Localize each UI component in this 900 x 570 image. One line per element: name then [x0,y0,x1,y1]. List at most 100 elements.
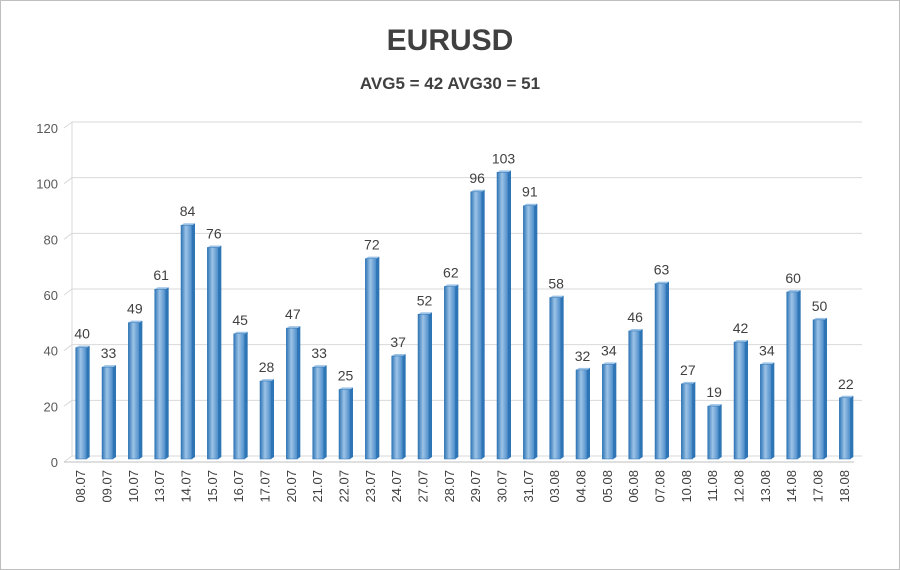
bar [523,205,535,460]
gridline-diag [63,399,73,407]
bar [207,247,219,460]
chart-title: EURUSD [386,24,514,57]
axes: 0 20 40 60 80 100 120 08.07 09.07 10.07 13.07 14.07… [36,121,854,503]
bar-side [350,387,353,459]
x-tick-label: 14.08 [784,470,799,503]
data-label: 28 [259,359,275,375]
bar-side [113,365,116,459]
bar-side [376,256,380,459]
x-tick-label: 12.08 [732,470,747,503]
data-label: 60 [785,270,801,286]
bar-top [286,326,301,329]
bar-top [681,381,696,384]
data-label: 40 [74,326,90,342]
bar-side [771,362,775,459]
bar-side [218,245,222,459]
data-label: 58 [548,276,564,292]
bar-side [455,284,459,459]
bar-side [560,295,564,459]
bar-side [139,320,143,459]
bar-side [165,287,169,459]
gridlines [63,121,862,463]
bar-top [102,365,116,368]
x-tick-label: 28.07 [442,470,457,503]
bar [444,286,456,460]
bar [470,191,482,460]
data-label: 45 [232,312,248,328]
x-tick-label: 22.07 [337,470,352,503]
bar-side [192,223,195,459]
data-labels: 40 33 49 61 84 76 45 28 47 33 25 72 37 52 62 96 103 91 58 3… [74,150,853,400]
bar-top [760,362,775,365]
bar-top [707,404,722,407]
data-label: 50 [812,298,828,314]
bar-top [655,281,669,284]
data-label: 32 [575,348,591,364]
data-label: 62 [443,264,459,280]
gridline-diag [63,344,73,352]
data-label: 96 [469,170,485,186]
bar-top [497,170,511,173]
bar-side [297,326,301,459]
data-label: 27 [680,362,696,378]
data-label: 19 [706,384,722,400]
y-tick-label: 100 [36,177,58,192]
bar-side [718,404,722,459]
x-tick-label: 06.08 [626,470,641,503]
bar-side [797,290,801,459]
bar [312,366,324,460]
bar [786,291,798,460]
x-tick-label: 13.08 [758,470,773,503]
bar-side [271,379,274,459]
x-tick-label: 11.08 [705,470,720,502]
bar-top [181,223,195,226]
bar-side [244,331,248,459]
bar [839,397,851,460]
bar [365,258,377,460]
bar [75,347,87,460]
data-label: 25 [338,367,354,383]
bar [101,366,114,460]
x-tick-label: 04.08 [574,470,589,503]
data-label: 52 [417,292,433,308]
bar-top [207,245,222,248]
bar [654,283,667,460]
bar-side [402,354,406,459]
bar-top [339,387,353,390]
x-tick-label: 20.07 [284,470,299,503]
bar-side [666,281,669,459]
data-label: 103 [492,150,516,166]
bar-top [128,320,143,323]
bar-top [839,395,854,398]
x-tick-label: 10.08 [679,470,694,503]
data-label: 33 [311,345,327,361]
bar [286,327,298,460]
bar [180,224,193,460]
x-tick-label: 17.07 [258,470,273,503]
x-tick-label: 16.07 [231,470,246,503]
bar-top [523,203,538,206]
bar-side [86,345,90,459]
bar-side [850,395,854,459]
y-tick-label: 60 [44,288,58,303]
bar [259,380,272,460]
x-tick-label: 08.07 [73,470,88,503]
bar-top [233,331,248,334]
bar-top [418,312,432,315]
data-label: 42 [733,320,749,336]
bar [628,330,640,460]
bar-top [312,365,327,368]
bar-side [508,170,511,460]
x-tick-label: 27.07 [416,470,431,503]
bar-side [534,203,538,459]
bar-top [734,340,748,343]
x-tick-label: 14.07 [179,470,194,503]
data-label: 46 [627,309,643,325]
bar [812,319,825,460]
bar-side [745,340,748,459]
y-tick-label: 0 [51,455,58,470]
bar-top [444,284,459,287]
gridline-diag [63,288,73,296]
data-label: 34 [601,342,617,358]
